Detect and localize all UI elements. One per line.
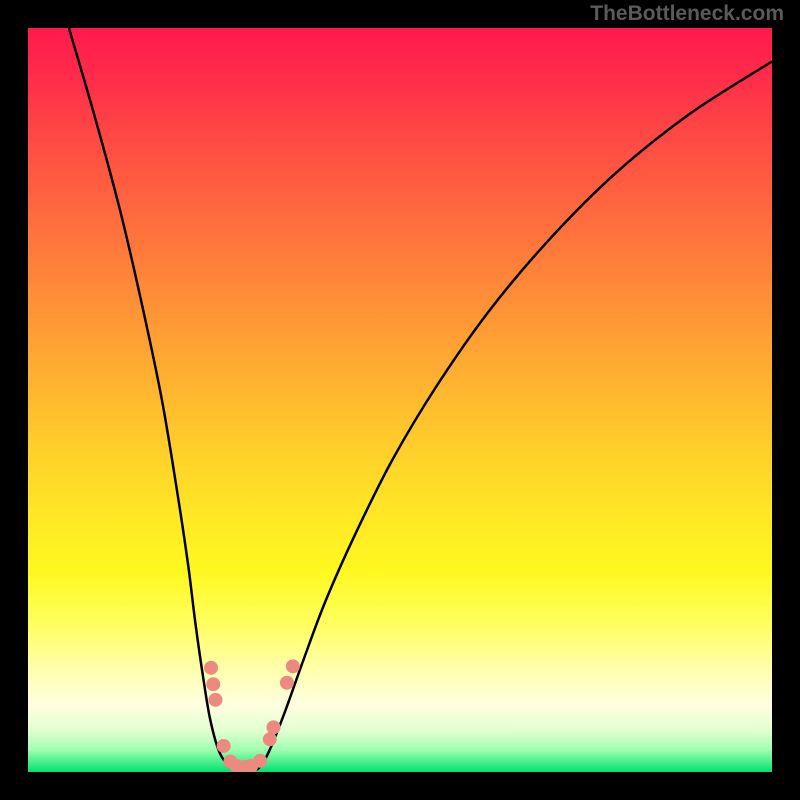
bottleneck-curve: [69, 28, 772, 770]
data-marker: [280, 676, 294, 690]
data-marker: [267, 720, 281, 734]
watermark-text: TheBottleneck.com: [590, 2, 784, 26]
data-marker: [217, 739, 231, 753]
curve-layer: [28, 28, 772, 772]
data-marker: [206, 677, 220, 691]
data-marker: [253, 754, 267, 768]
data-marker: [208, 693, 222, 707]
data-marker: [204, 661, 218, 675]
chart-container: TheBottleneck.com: [0, 0, 800, 800]
data-marker: [263, 732, 277, 746]
data-marker: [286, 659, 300, 673]
data-markers: [204, 659, 300, 772]
plot-area: [28, 28, 772, 772]
